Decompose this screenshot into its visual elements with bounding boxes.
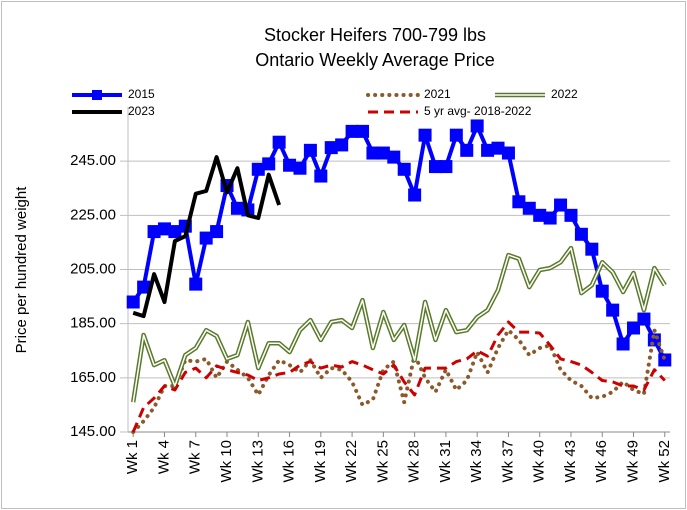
marker <box>251 162 265 176</box>
series-line <box>132 155 281 319</box>
marker <box>585 242 599 256</box>
x-tick-label: Wk 1 <box>124 440 141 474</box>
marker <box>481 143 495 157</box>
marker <box>324 141 338 155</box>
legend-label: 5 yr avg- 2018-2022 <box>424 104 532 118</box>
marker <box>428 160 442 174</box>
legend-label: 2015 <box>128 87 155 101</box>
x-tick-label: Wk 43 <box>562 440 579 483</box>
legend-marker <box>92 90 102 100</box>
x-tick-label: Wk 13 <box>249 440 266 483</box>
x-tick-label: Wk 31 <box>437 440 454 483</box>
marker <box>168 225 182 239</box>
marker <box>283 158 297 172</box>
legend-label: 2021 <box>424 87 451 101</box>
marker <box>376 146 390 160</box>
marker <box>230 201 244 215</box>
x-tick-label: Wk 46 <box>593 440 610 483</box>
marker <box>522 201 536 215</box>
marker <box>387 150 401 164</box>
marker <box>356 124 370 138</box>
y-tick-label: 225.00 <box>70 206 116 223</box>
chart-subtitle: Ontario Weekly Average Price <box>255 50 494 70</box>
x-tick-label: Wk 40 <box>531 440 548 483</box>
marker <box>397 162 411 176</box>
y-tick-label: 245.00 <box>70 152 116 169</box>
marker <box>543 211 557 225</box>
marker <box>366 146 380 160</box>
marker <box>199 231 213 245</box>
marker <box>449 128 463 142</box>
x-tick-label: Wk 22 <box>343 440 360 483</box>
y-tick-label: 205.00 <box>70 260 116 277</box>
y-axis-label: Price per hundred weight <box>13 186 30 354</box>
marker <box>554 198 568 212</box>
marker <box>335 138 349 152</box>
series-line-inner <box>132 247 666 403</box>
x-tick-label: Wk 7 <box>187 440 204 474</box>
marker <box>460 143 474 157</box>
x-tick-label: Wk 34 <box>468 440 485 483</box>
y-tick-label: 185.00 <box>70 315 116 332</box>
x-tick-label: Wk 37 <box>499 440 516 483</box>
legend-label: 2022 <box>551 87 578 101</box>
x-tick-label: Wk 16 <box>281 440 298 483</box>
marker <box>491 141 505 155</box>
x-tick-label: Wk 4 <box>155 440 172 474</box>
marker <box>616 337 630 351</box>
marker <box>345 124 359 138</box>
marker <box>501 146 515 160</box>
marker <box>157 222 171 236</box>
marker <box>470 119 484 133</box>
y-tick-label: 165.00 <box>70 369 116 386</box>
marker <box>637 312 651 326</box>
y-tick-label: 145.00 <box>70 423 116 440</box>
x-tick-label: Wk 19 <box>312 440 329 483</box>
marker <box>606 303 620 317</box>
marker <box>262 157 276 171</box>
chart-title: Stocker Heifers 700-799 lbs <box>264 25 486 45</box>
x-tick-label: Wk 52 <box>656 440 673 483</box>
marker <box>137 280 151 294</box>
legend-label: 2023 <box>128 104 155 118</box>
marker <box>512 195 526 209</box>
marker <box>533 208 547 222</box>
marker <box>293 161 307 175</box>
series-line <box>131 320 666 433</box>
series-line <box>131 328 667 434</box>
marker <box>408 188 422 202</box>
marker <box>595 284 609 298</box>
x-tick-label: Wk 49 <box>624 440 641 483</box>
marker <box>126 295 140 309</box>
x-tick-label: Wk 25 <box>374 440 391 483</box>
marker <box>439 160 453 174</box>
marker <box>658 353 672 367</box>
marker <box>627 321 641 335</box>
marker <box>272 135 286 149</box>
x-tick-label: Wk 10 <box>218 440 235 483</box>
marker <box>574 227 588 241</box>
marker <box>314 169 328 183</box>
marker <box>189 277 203 291</box>
marker <box>418 128 432 142</box>
x-tick-label: Wk 28 <box>406 440 423 483</box>
marker <box>147 225 161 239</box>
marker <box>210 225 224 239</box>
marker <box>564 208 578 222</box>
marker <box>303 143 317 157</box>
